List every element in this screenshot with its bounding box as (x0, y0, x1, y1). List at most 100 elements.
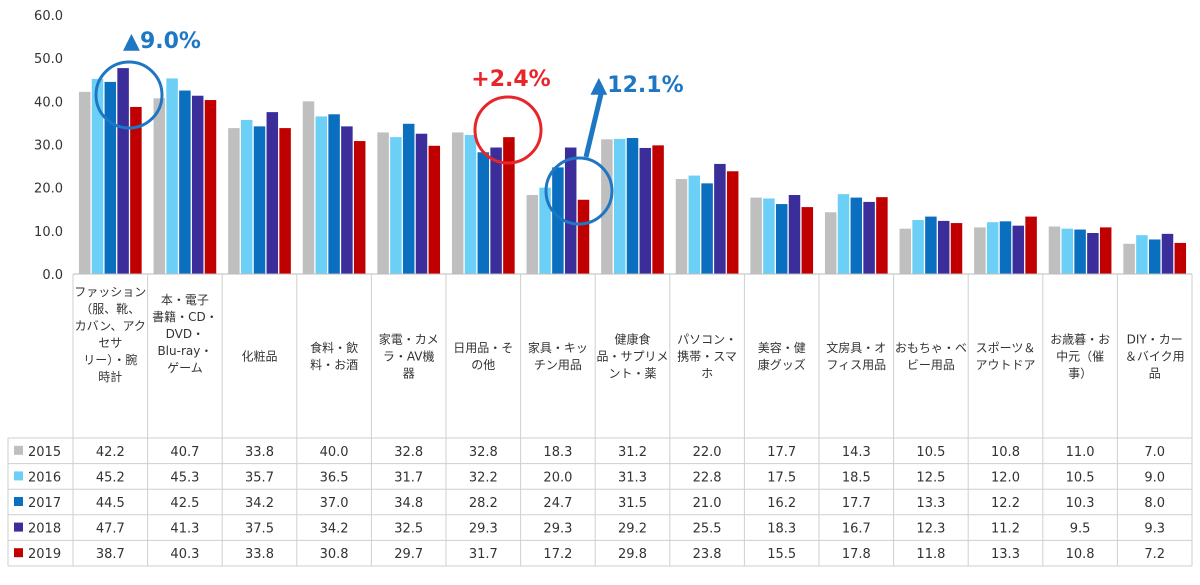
y-tick-label: 30.0 (34, 139, 63, 154)
highlight-circle (473, 95, 543, 165)
category-label: おもちゃ・ベ (895, 341, 967, 355)
table-value: 32.2 (469, 470, 498, 485)
bar-2016 (613, 138, 626, 274)
bar-2017 (104, 81, 117, 275)
bar-2019 (577, 199, 590, 274)
table-value: 13.3 (991, 547, 1020, 562)
y-tick-label: 10.0 (34, 225, 63, 240)
category-label: 事） (1068, 367, 1092, 381)
table-value: 9.5 (1070, 522, 1091, 537)
bar-2017 (775, 204, 788, 274)
category-label: 携帯・スマ (677, 349, 737, 364)
table-value: 12.0 (991, 470, 1020, 485)
bar-2015 (153, 98, 166, 274)
bar-2017 (328, 114, 340, 275)
category-label: 日用品・そ (453, 341, 513, 355)
category-label: ント・薬 (608, 367, 656, 381)
bar-2018 (1012, 225, 1025, 274)
table-value: 29.3 (469, 522, 498, 537)
bar-2016 (763, 198, 775, 274)
category-label: 家電・カメ (379, 332, 439, 347)
table-value: 16.7 (842, 522, 871, 537)
bar-2015 (526, 195, 539, 274)
legend-swatch-2018 (14, 522, 23, 532)
category-label: ビー用品 (907, 358, 955, 372)
table-value: 37.0 (320, 496, 349, 511)
category-label: アウトドア (975, 358, 1035, 372)
highlight-circle (94, 60, 164, 130)
bar-2017 (253, 126, 266, 275)
table-value: 20.0 (543, 470, 572, 485)
bar-2019 (1025, 216, 1037, 274)
bar-2015 (1123, 243, 1135, 274)
bar-2017 (1148, 239, 1161, 274)
table-value: 12.5 (916, 470, 945, 485)
table-value: 9.0 (1144, 470, 1165, 485)
table-value: 17.8 (842, 547, 871, 562)
bar-2015 (750, 197, 762, 274)
bar-2017 (402, 123, 415, 274)
table-value: 31.2 (618, 445, 647, 460)
table-value: 32.5 (394, 522, 423, 537)
table-value: 40.3 (170, 547, 199, 562)
category-label: 品 (1149, 367, 1161, 381)
category-label: セサ (98, 336, 122, 350)
table-value: 15.5 (767, 547, 796, 562)
table-value: 36.5 (320, 470, 349, 485)
category-label: 美容・健 (758, 340, 806, 355)
category-label: ゲーム (167, 361, 203, 375)
bar-2019 (204, 100, 217, 274)
bar-2017 (925, 216, 937, 274)
bar-2015 (824, 212, 837, 274)
legend-swatch-2019 (14, 548, 23, 558)
bar-2017 (999, 221, 1012, 274)
annotation-label: ▲12.1% (590, 73, 683, 98)
bar-2016 (390, 137, 402, 274)
bar-2017 (477, 152, 490, 274)
category-label: ファッション (74, 285, 146, 299)
table-value: 11.8 (916, 547, 945, 562)
table-value: 14.3 (842, 445, 871, 460)
y-tick-label: 50.0 (34, 52, 63, 67)
bar-2015 (675, 179, 688, 274)
table-value: 42.5 (170, 496, 199, 511)
bar-2016 (315, 116, 328, 274)
bar-2019 (801, 207, 814, 274)
category-label: DVD・ (166, 327, 204, 341)
table-value: 42.2 (96, 445, 125, 460)
table-value: 13.3 (916, 496, 945, 511)
table-value: 34.8 (394, 496, 423, 511)
bar-2015 (451, 132, 464, 274)
table-value: 29.7 (394, 547, 423, 562)
table-value: 29.2 (618, 522, 647, 537)
bar-2017 (1074, 229, 1086, 274)
bar-2019 (1099, 227, 1112, 274)
bar-2019 (950, 223, 963, 274)
bar-2016 (1136, 235, 1148, 274)
table-value: 10.3 (1066, 496, 1095, 511)
annotation-label: ▲9.0% (123, 29, 201, 54)
bar-2016 (166, 78, 178, 274)
table-value: 32.8 (394, 445, 423, 460)
bar-2017 (701, 183, 713, 274)
bar-2016 (240, 119, 253, 275)
bar-2017 (179, 90, 191, 275)
bar-2015 (1048, 226, 1061, 274)
bar-2018 (937, 220, 950, 274)
table-value: 34.2 (245, 496, 274, 511)
table-value: 11.2 (991, 522, 1020, 537)
bar-2019 (726, 171, 739, 274)
bar-2018 (266, 112, 279, 274)
y-tick-label: 60.0 (34, 9, 63, 24)
table-value: 31.7 (394, 470, 423, 485)
legend-year: 2016 (28, 470, 61, 485)
category-label: 中元（催 (1056, 349, 1104, 364)
category-label: 家具・キッ (528, 340, 588, 355)
table-value: 17.7 (842, 496, 871, 511)
bar-2018 (117, 68, 129, 274)
category-label: DIY・カー (1127, 333, 1183, 347)
table-value: 17.5 (767, 470, 796, 485)
table-value: 30.8 (320, 547, 349, 562)
table-value: 10.5 (1066, 470, 1095, 485)
